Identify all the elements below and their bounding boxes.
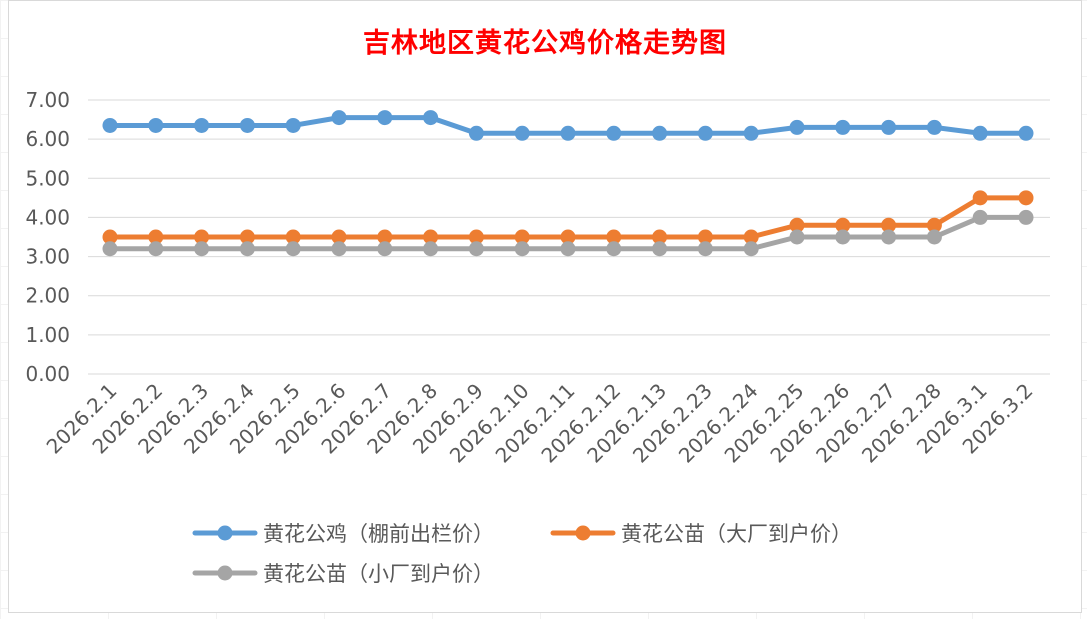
data-point[interactable] xyxy=(743,229,759,245)
legend-item[interactable]: 黄花公苗（大厂到户价） xyxy=(550,522,852,546)
data-point[interactable] xyxy=(468,125,484,141)
data-point[interactable] xyxy=(194,229,210,245)
series-group xyxy=(102,110,1034,257)
data-point[interactable] xyxy=(926,119,942,135)
y-gridlines xyxy=(88,99,1050,375)
data-point[interactable] xyxy=(697,241,713,257)
y-axis-ticks: 0.00 1.00 2.00 3.00 4.00 5.00 6.00 7.00 xyxy=(25,88,70,386)
data-point[interactable] xyxy=(148,229,164,245)
data-point[interactable] xyxy=(881,217,897,233)
data-point[interactable] xyxy=(881,229,897,245)
y-tick-label: 4.00 xyxy=(25,205,70,229)
legend-marker xyxy=(217,525,233,541)
data-point[interactable] xyxy=(377,241,393,257)
y-tick-label: 2.00 xyxy=(25,284,70,308)
data-point[interactable] xyxy=(102,229,118,245)
data-point[interactable] xyxy=(560,125,576,141)
data-point[interactable] xyxy=(606,125,622,141)
legend-label: 黄花公鸡（棚前出栏价） xyxy=(263,522,494,546)
data-point[interactable] xyxy=(972,209,988,225)
data-point[interactable] xyxy=(835,229,851,245)
chart-area[interactable]: 吉林地区黄花公鸡价格走势图 xyxy=(8,0,1082,613)
data-point[interactable] xyxy=(1018,190,1034,206)
data-point[interactable] xyxy=(652,241,668,257)
data-point[interactable] xyxy=(423,241,439,257)
data-point[interactable] xyxy=(423,110,439,126)
data-point[interactable] xyxy=(743,125,759,141)
data-point[interactable] xyxy=(926,229,942,245)
data-point[interactable] xyxy=(423,229,439,245)
data-point[interactable] xyxy=(468,229,484,245)
data-point[interactable] xyxy=(468,241,484,257)
data-point[interactable] xyxy=(972,190,988,206)
y-tick-label: 6.00 xyxy=(25,127,70,151)
data-point[interactable] xyxy=(285,241,301,257)
legend-label: 黄花公苗（大厂到户价） xyxy=(621,522,852,546)
data-point[interactable] xyxy=(697,229,713,245)
y-tick-label: 0.00 xyxy=(25,362,70,386)
data-point[interactable] xyxy=(1018,125,1034,141)
data-point[interactable] xyxy=(239,229,255,245)
y-tick-label: 3.00 xyxy=(25,245,70,269)
legend-marker xyxy=(217,565,233,581)
data-point[interactable] xyxy=(239,117,255,133)
series-3[interactable] xyxy=(102,209,1034,257)
data-point[interactable] xyxy=(102,241,118,257)
data-point[interactable] xyxy=(148,241,164,257)
series-2[interactable] xyxy=(102,190,1034,245)
data-point[interactable] xyxy=(514,229,530,245)
data-point[interactable] xyxy=(652,229,668,245)
x-axis-ticks: 2026.2.12026.2.22026.2.32026.2.42026.2.5… xyxy=(42,379,1038,468)
data-point[interactable] xyxy=(560,229,576,245)
data-point[interactable] xyxy=(331,229,347,245)
data-point[interactable] xyxy=(652,125,668,141)
data-point[interactable] xyxy=(972,125,988,141)
data-point[interactable] xyxy=(835,217,851,233)
data-point[interactable] xyxy=(377,110,393,126)
data-point[interactable] xyxy=(239,241,255,257)
data-point[interactable] xyxy=(606,229,622,245)
data-point[interactable] xyxy=(789,217,805,233)
legend: 黄花公鸡（棚前出栏价） 黄花公苗（大厂到户价） 黄花公苗（小厂到户价） xyxy=(192,522,852,586)
legend-item[interactable]: 黄花公苗（小厂到户价） xyxy=(192,562,494,586)
data-point[interactable] xyxy=(560,241,576,257)
chart-title: 吉林地区黄花公鸡价格走势图 xyxy=(363,28,727,59)
data-point[interactable] xyxy=(697,125,713,141)
data-point[interactable] xyxy=(881,119,897,135)
y-tick-label: 5.00 xyxy=(25,166,70,190)
y-tick-label: 1.00 xyxy=(25,323,70,347)
data-point[interactable] xyxy=(743,241,759,257)
data-point[interactable] xyxy=(789,119,805,135)
legend-label: 黄花公苗（小厂到户价） xyxy=(263,562,494,586)
data-point[interactable] xyxy=(194,117,210,133)
data-point[interactable] xyxy=(606,241,622,257)
data-point[interactable] xyxy=(926,217,942,233)
legend-marker xyxy=(575,525,591,541)
data-point[interactable] xyxy=(194,241,210,257)
data-point[interactable] xyxy=(514,241,530,257)
data-point[interactable] xyxy=(514,125,530,141)
data-point[interactable] xyxy=(789,229,805,245)
data-point[interactable] xyxy=(331,241,347,257)
data-point[interactable] xyxy=(331,110,347,126)
data-point[interactable] xyxy=(1018,209,1034,225)
y-tick-label: 7.00 xyxy=(25,88,70,112)
data-point[interactable] xyxy=(148,117,164,133)
legend-item[interactable]: 黄花公鸡（棚前出栏价） xyxy=(192,522,494,546)
series-1[interactable] xyxy=(102,110,1034,141)
data-point[interactable] xyxy=(285,117,301,133)
data-point[interactable] xyxy=(102,117,118,133)
data-point[interactable] xyxy=(835,119,851,135)
data-point[interactable] xyxy=(377,229,393,245)
data-point[interactable] xyxy=(285,229,301,245)
